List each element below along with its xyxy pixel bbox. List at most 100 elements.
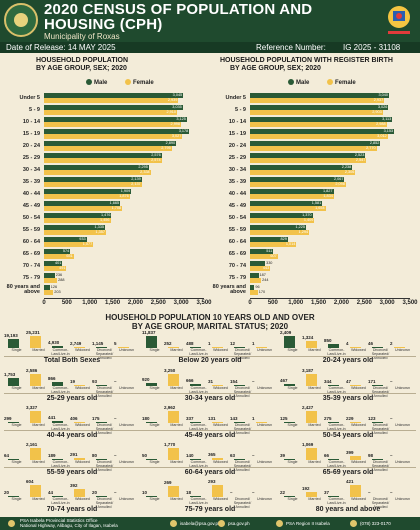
marital-category: 3,250 xyxy=(164,366,189,386)
left-bar-male xyxy=(44,273,55,278)
marital-bar xyxy=(350,455,361,460)
marital-category: 1 xyxy=(252,403,277,423)
marital-value: 275 xyxy=(324,415,332,421)
right-bar-male xyxy=(250,225,306,230)
marital-category: 1,069 xyxy=(302,440,327,460)
right-row: 80 years and above 96 170 xyxy=(213,284,410,296)
marital-category: 140 xyxy=(186,440,211,460)
marital-category-label: Common-Law/Live-in xyxy=(51,348,70,356)
marital-value: – xyxy=(114,452,117,458)
marital-group-name: 50-54 years old xyxy=(322,432,374,439)
marital-category-label: Unknown xyxy=(257,423,272,427)
marital-group: 39 Single 1,069 Married 66 Common-Law/Live-in… xyxy=(280,432,416,476)
left-value-label: 574 xyxy=(62,249,70,253)
right-axis-tick: 1,000 xyxy=(288,300,304,306)
right-bar-male xyxy=(250,201,323,206)
marital-value: – xyxy=(114,415,117,421)
footer-email[interactable]: isabela@psa.gov.ph xyxy=(180,521,221,526)
left-value-label: 2,295 xyxy=(138,165,148,169)
marital-bar xyxy=(96,458,107,460)
marital-category: 10 xyxy=(142,477,167,497)
left-bar-male xyxy=(44,153,162,158)
left-value-label: 2,998 xyxy=(170,122,181,126)
marital-bar xyxy=(168,485,179,497)
divider xyxy=(4,393,416,394)
right-bar-male xyxy=(250,237,288,242)
left-bar-female xyxy=(44,134,183,139)
marital-bar xyxy=(118,346,129,348)
right-axis-tick: 0 xyxy=(248,300,252,306)
marital-bar xyxy=(234,458,245,460)
marital-value: – xyxy=(114,378,117,384)
marital-category-label: Common-Law/Live-in xyxy=(189,348,208,356)
right-value-label: 511 xyxy=(266,249,273,253)
marital-bar xyxy=(256,346,267,348)
marital-category-label: Married xyxy=(308,497,321,501)
marital-bar xyxy=(328,343,339,348)
facebook-icon xyxy=(276,520,283,527)
marital-category: 180 xyxy=(142,403,167,423)
marital-value: 123 xyxy=(368,415,376,421)
right-age-label: 45 - 49 xyxy=(228,203,246,209)
left-age-label: Under 5 xyxy=(19,95,40,101)
right-age-label: 70 - 74 xyxy=(228,263,246,269)
marital-value: 63 xyxy=(230,452,236,458)
marital-value: 12 xyxy=(230,340,236,346)
marital-bar xyxy=(372,421,383,423)
marital-bar xyxy=(8,338,19,348)
marital-category-label: Widowed xyxy=(351,460,366,464)
marital-category-label: Common-Law/Live-in xyxy=(51,460,70,468)
footer-site[interactable]: psa.gov.ph xyxy=(228,521,250,526)
right-row: 70 - 74 330 443 xyxy=(229,260,410,272)
marital-value: 39 xyxy=(280,452,286,458)
marital-value: – xyxy=(230,489,233,495)
marital-value: 125 xyxy=(280,415,288,421)
marital-category: 22 xyxy=(280,477,305,497)
marital-category-label: Married xyxy=(308,386,321,390)
marital-value: 252 xyxy=(164,340,172,346)
left-bar-male xyxy=(44,93,184,98)
marital-value: 604 xyxy=(26,479,34,484)
marital-category-label: Divorced/ Separated/ Annulled xyxy=(233,423,252,435)
right-value-label: 2,306 xyxy=(344,170,355,174)
marital-category: 154 xyxy=(230,366,255,386)
right-row: 65 - 69 511 607 xyxy=(229,248,410,260)
marital-category-label: Single xyxy=(149,386,160,390)
left-axis-tick: 3,500 xyxy=(196,300,212,306)
right-value-label: 187 xyxy=(259,273,266,277)
marital-bar xyxy=(234,384,245,386)
right-axis-tick: 3,000 xyxy=(379,300,395,306)
marital-category-label: Unknown xyxy=(395,497,410,501)
marital-category-label: Common-Law/Live-in xyxy=(327,348,346,356)
marital-category-label: Widowed xyxy=(213,497,228,501)
right-value-label: 3,040 xyxy=(378,93,388,97)
right-value-label: 607 xyxy=(270,254,277,258)
right-value-label: 96 xyxy=(255,285,260,289)
marital-category-label: Unknown xyxy=(257,386,272,390)
right-bar-female xyxy=(250,278,262,283)
marital-category-label: Married xyxy=(32,423,45,427)
marital-value: – xyxy=(252,378,255,384)
right-bar-female xyxy=(250,110,383,115)
reference-number: IG 2025 - 31108 xyxy=(343,43,401,52)
marital-category: 229 xyxy=(346,403,371,423)
marital-bar xyxy=(372,384,383,386)
marital-group-name: 20-24 years old xyxy=(322,357,374,364)
marital-category: 866 xyxy=(48,366,73,386)
right-value-label: 2,937 xyxy=(373,98,384,102)
left-row: 70 - 74 401 491 xyxy=(23,260,204,272)
marital-category-label: Unknown xyxy=(395,386,410,390)
marital-value: – xyxy=(252,489,255,495)
left-value-label: 203 xyxy=(54,290,61,294)
marital-value: 20 xyxy=(92,489,98,495)
left-bar-female xyxy=(44,206,123,211)
left-bar-male xyxy=(44,249,71,254)
right-bar-female xyxy=(250,254,278,259)
marital-bar xyxy=(96,384,107,386)
footer-facebook[interactable]: PSA Region II Isabela xyxy=(286,521,330,526)
marital-value: – xyxy=(390,415,393,421)
marital-bar xyxy=(30,411,41,423)
marital-bar xyxy=(284,458,295,460)
right-bar-female xyxy=(250,194,334,199)
marital-bar xyxy=(168,374,179,386)
